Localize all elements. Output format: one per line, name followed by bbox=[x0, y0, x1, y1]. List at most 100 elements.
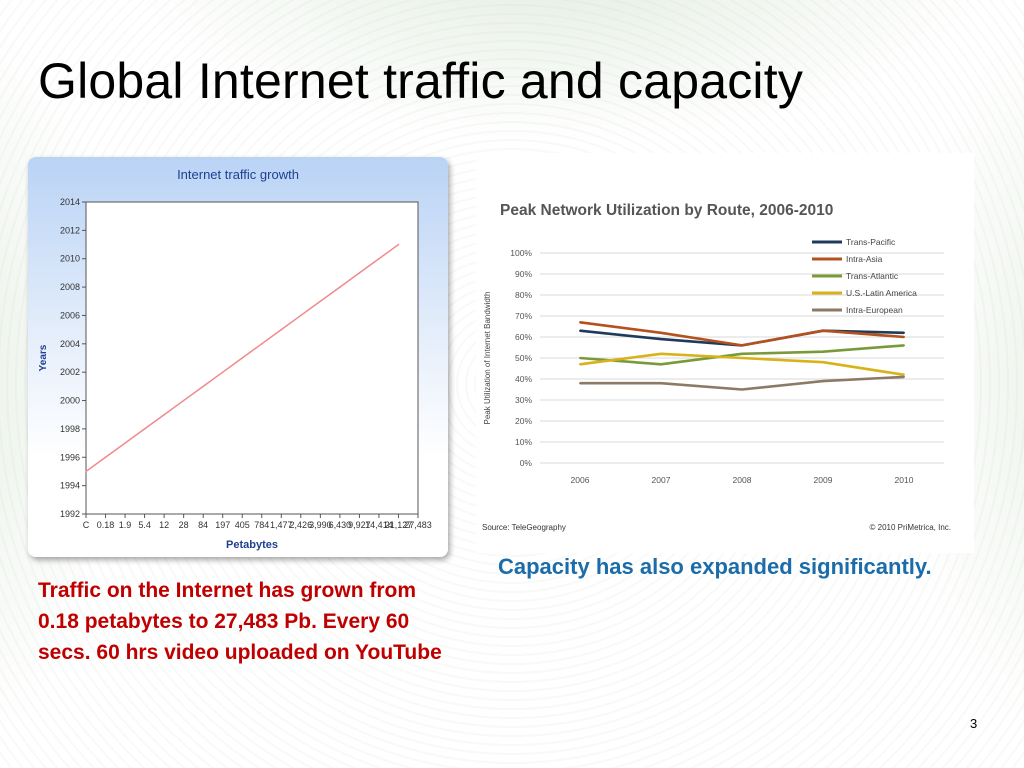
chart2-data-point bbox=[741, 388, 743, 391]
chart2-data-point bbox=[660, 352, 662, 355]
chart2-series-line-intra-asia bbox=[579, 321, 905, 347]
chart1-data-point bbox=[182, 399, 185, 402]
chart1-x-tick-label: 1.9 bbox=[119, 520, 132, 530]
chart2-data-point bbox=[903, 373, 905, 376]
chart2-data-point bbox=[822, 350, 824, 353]
chart2-data-point bbox=[741, 344, 743, 347]
chart2-legend-label: U.S.-Latin America bbox=[846, 288, 917, 298]
chart2-data-point bbox=[579, 357, 581, 359]
chart1-y-axis-label: Years bbox=[38, 344, 49, 371]
chart2-series-line-u-s-latin-america bbox=[579, 352, 905, 377]
traffic-caption: Traffic on the Internet has grown from 0… bbox=[38, 579, 442, 664]
chart1-y-tick-label: 2008 bbox=[60, 282, 80, 292]
chart1-x-tick-label: 5.4 bbox=[138, 520, 151, 530]
chart1-data-point bbox=[104, 456, 107, 459]
chart1-y-tick-label: 2010 bbox=[60, 254, 80, 264]
page-number: 3 bbox=[970, 716, 978, 731]
chart2-y-tick-label: 20% bbox=[515, 416, 532, 426]
chart1-x-tick-label: 6,430 bbox=[329, 520, 352, 530]
chart2-data-point bbox=[660, 338, 662, 341]
chart2-x-tick-label: 2007 bbox=[652, 475, 671, 485]
chart1-x-tick-label: 9,927 bbox=[348, 520, 371, 530]
chart2-data-point bbox=[660, 363, 662, 366]
chart2-y-tick-label: 0% bbox=[520, 458, 533, 468]
chart2-legend-label: Intra-Asia bbox=[846, 254, 883, 264]
chart1-x-tick-label: 28 bbox=[179, 520, 189, 530]
chart2-x-tick-label: 2010 bbox=[895, 475, 914, 485]
chart2-y-tick-label: 90% bbox=[515, 269, 532, 279]
chart2-data-point bbox=[579, 363, 581, 366]
chart2-copyright-note: © 2010 PriMetrica, Inc. bbox=[870, 523, 951, 532]
chart2-legend-label: Intra-European bbox=[846, 305, 903, 315]
chart2-data-point bbox=[822, 361, 824, 364]
chart2-data-point bbox=[822, 380, 824, 383]
chart2-x-tick-label: 2009 bbox=[814, 475, 833, 485]
chart2-title: Peak Network Utilization by Route, 2006-… bbox=[500, 202, 833, 219]
chart2-data-point bbox=[579, 382, 581, 385]
chart1-title: Internet traffic growth bbox=[177, 167, 299, 182]
chart1-y-tick-label: 2004 bbox=[60, 339, 80, 349]
chart2-x-tick-label: 2008 bbox=[733, 475, 752, 485]
chart2-legend-label: Trans-Pacific bbox=[846, 237, 896, 247]
chart2-data-point bbox=[822, 329, 824, 332]
chart1-y-tick-label: 1996 bbox=[60, 452, 80, 462]
chart1-x-tick-label: 27,483 bbox=[404, 520, 432, 530]
chart1-y-tick-label: 1998 bbox=[60, 424, 80, 434]
chart2-y-tick-label: 50% bbox=[515, 353, 532, 363]
chart1-x-tick-label: 3,990 bbox=[309, 520, 332, 530]
chart1-y-tick-label: 1992 bbox=[60, 509, 80, 519]
chart1-data-point bbox=[397, 243, 400, 246]
chart1-x-tick-label: 784 bbox=[254, 520, 269, 530]
chart1-y-tick-label: 1994 bbox=[60, 481, 80, 491]
chart1-x-tick-label: 12 bbox=[159, 520, 169, 530]
utilization-chart-panel: Peak Network Utilization by Route, 2006-… bbox=[476, 153, 974, 553]
chart1-x-tick-label: 0.18 bbox=[97, 520, 115, 530]
chart2-y-tick-label: 100% bbox=[510, 248, 532, 258]
chart2-data-point bbox=[579, 321, 581, 324]
chart2-source-note: Source: TeleGeography bbox=[482, 523, 566, 532]
chart1-x-tick-label: 2,426 bbox=[290, 520, 313, 530]
chart2-x-tick-label: 2006 bbox=[571, 475, 590, 485]
chart1-data-point bbox=[202, 385, 204, 388]
chart2-data-point bbox=[660, 382, 662, 385]
chart1-data-point bbox=[280, 328, 283, 331]
chart2-y-axis-label: Peak Utilization of Internet Bandwidth bbox=[483, 292, 492, 425]
chart1-data-point bbox=[300, 314, 302, 317]
chart2-y-tick-label: 30% bbox=[515, 395, 532, 405]
peak-utilization-chart: Peak Network Utilization by Route, 2006-… bbox=[482, 202, 951, 532]
chart2-data-point bbox=[903, 344, 905, 347]
capacity-caption: Capacity has also expanded significantly… bbox=[498, 554, 932, 579]
slide-title: Global Internet traffic and capacity bbox=[38, 53, 804, 109]
chart2-y-tick-label: 60% bbox=[515, 332, 532, 342]
chart1-data-point bbox=[124, 442, 126, 444]
chart2-data-point bbox=[741, 357, 743, 359]
chart1-x-tick-label: C bbox=[83, 520, 90, 530]
chart1-y-tick-label: 2012 bbox=[60, 225, 80, 235]
chart2-data-point bbox=[903, 336, 905, 338]
chart1-data-point bbox=[163, 413, 165, 416]
chart1-y-tick-label: 2006 bbox=[60, 310, 80, 320]
chart1-x-tick-label: 197 bbox=[215, 520, 230, 530]
chart1-x-axis-label: Petabytes bbox=[226, 539, 278, 551]
chart1-data-point bbox=[241, 357, 244, 359]
chart1-plot-area bbox=[85, 201, 419, 515]
chart1-y-tick-label: 2000 bbox=[60, 396, 80, 406]
chart1-x-tick-label: 1,477 bbox=[270, 520, 293, 530]
chart1-data-point bbox=[358, 272, 361, 274]
chart2-legend-label: Trans-Atlantic bbox=[846, 271, 899, 281]
traffic-chart-panel: Internet traffic growth 1992 1994 1996 1998 2… bbox=[28, 157, 448, 557]
chart2-data-point bbox=[903, 331, 905, 334]
chart2-y-tick-label: 40% bbox=[515, 374, 532, 384]
chart1-data-point bbox=[143, 428, 146, 430]
chart2-series-line-trans-atlantic bbox=[579, 344, 905, 366]
chart2-y-tick-label: 70% bbox=[515, 311, 532, 321]
chart2-data-point bbox=[579, 329, 581, 332]
chart1-x-tick-label: 14,414 bbox=[365, 520, 393, 530]
chart1-data-point bbox=[221, 371, 224, 373]
chart1-data-point bbox=[339, 286, 341, 288]
chart1-y-tick-label: 2014 bbox=[60, 197, 80, 207]
traffic-growth-chart: Internet traffic growth 1992 1994 1996 1998 2… bbox=[38, 167, 432, 551]
chart2-data-point bbox=[660, 331, 662, 334]
chart1-y-tick-label: 2002 bbox=[60, 367, 80, 377]
chart1-x-tick-label: 21,127 bbox=[385, 520, 413, 530]
